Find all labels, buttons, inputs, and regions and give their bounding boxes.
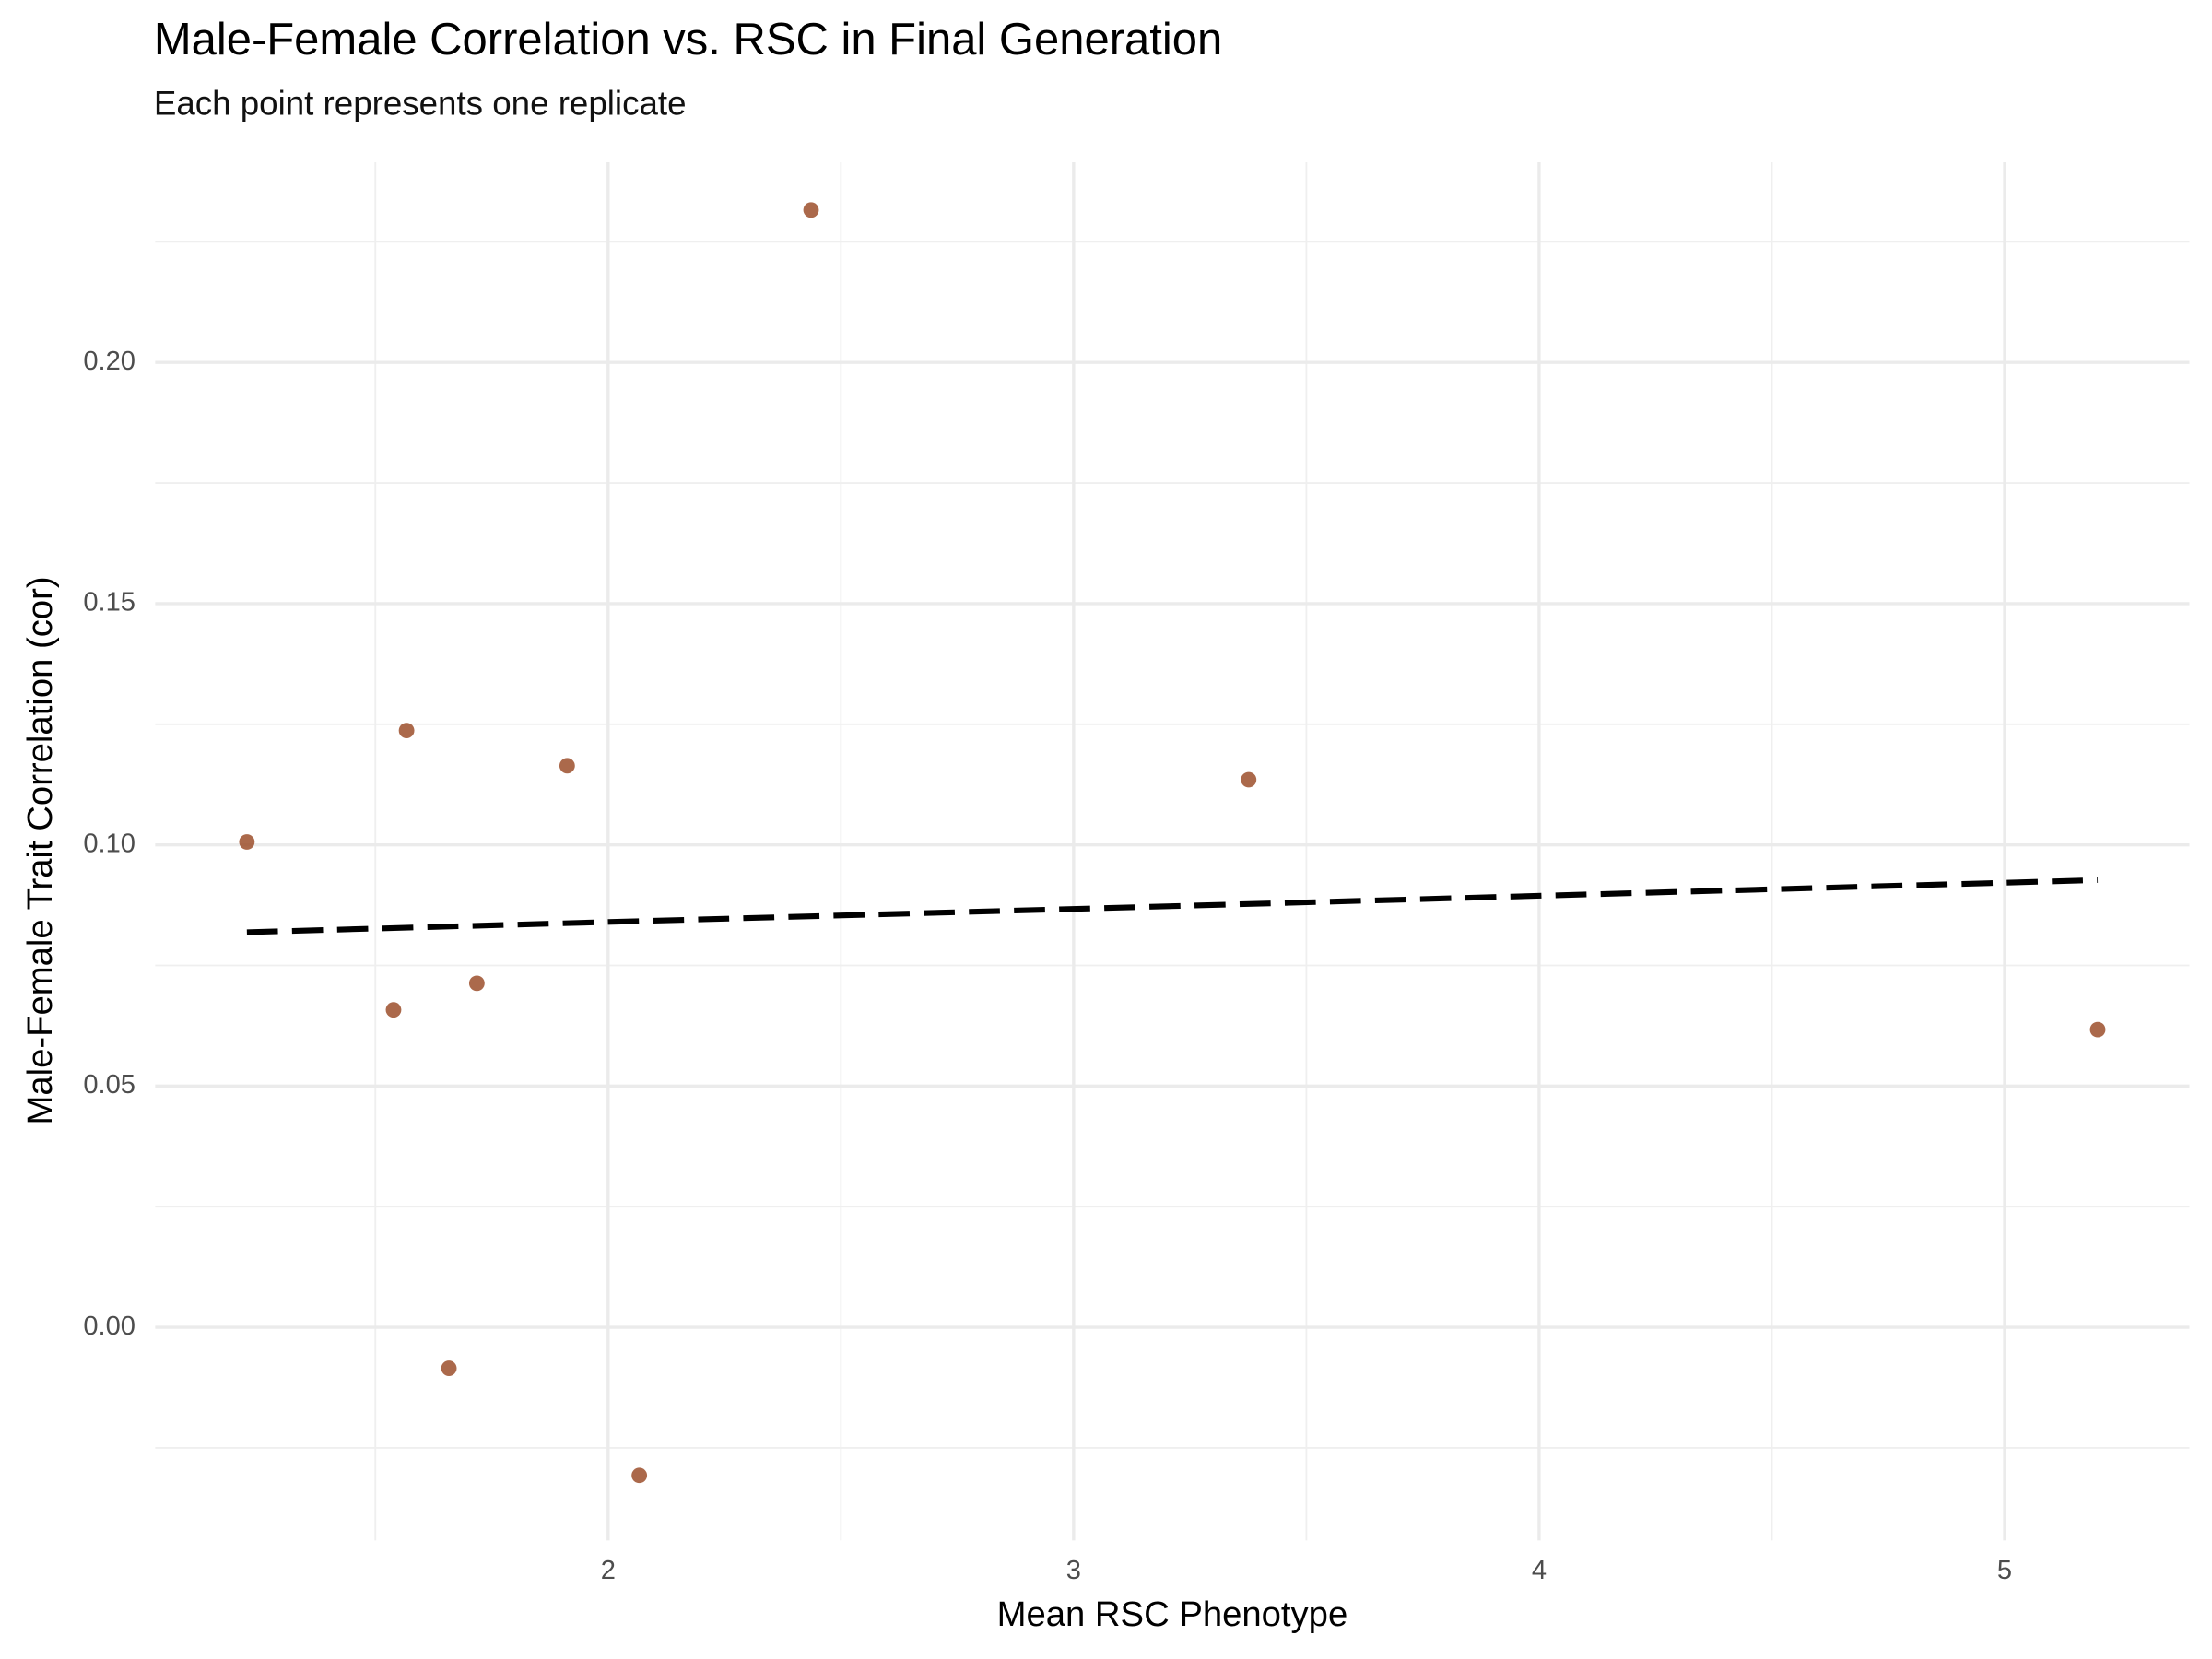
point <box>398 723 415 739</box>
y-tick-label: 0.00 <box>83 1312 135 1341</box>
x-axis-title: Mean RSC Phenotype <box>997 1594 1348 1634</box>
y-tick-label: 0.10 <box>83 829 135 858</box>
x-tick-label: 2 <box>601 1556 616 1585</box>
point <box>239 834 255 850</box>
point <box>441 1360 457 1376</box>
point <box>803 202 819 218</box>
point <box>385 1002 402 1018</box>
point <box>631 1467 648 1484</box>
chart-subtitle: Each point represents one replicate <box>154 84 687 122</box>
point <box>559 758 575 774</box>
chart-title: Male-Female Correlation vs. RSC in Final… <box>154 15 1222 65</box>
y-axis-title: Male-Female Trait Correlation (cor) <box>20 576 60 1124</box>
y-tick-label: 0.20 <box>83 347 135 376</box>
point <box>2089 1021 2106 1038</box>
y-tick-label: 0.05 <box>83 1070 135 1100</box>
point <box>468 975 485 992</box>
y-tick-label: 0.15 <box>83 588 135 618</box>
x-tick-label: 5 <box>1997 1556 2012 1585</box>
trend-line <box>246 877 2099 935</box>
x-tick-label: 3 <box>1066 1556 1081 1585</box>
point <box>1241 771 1257 788</box>
x-tick-label: 4 <box>1532 1556 1547 1585</box>
